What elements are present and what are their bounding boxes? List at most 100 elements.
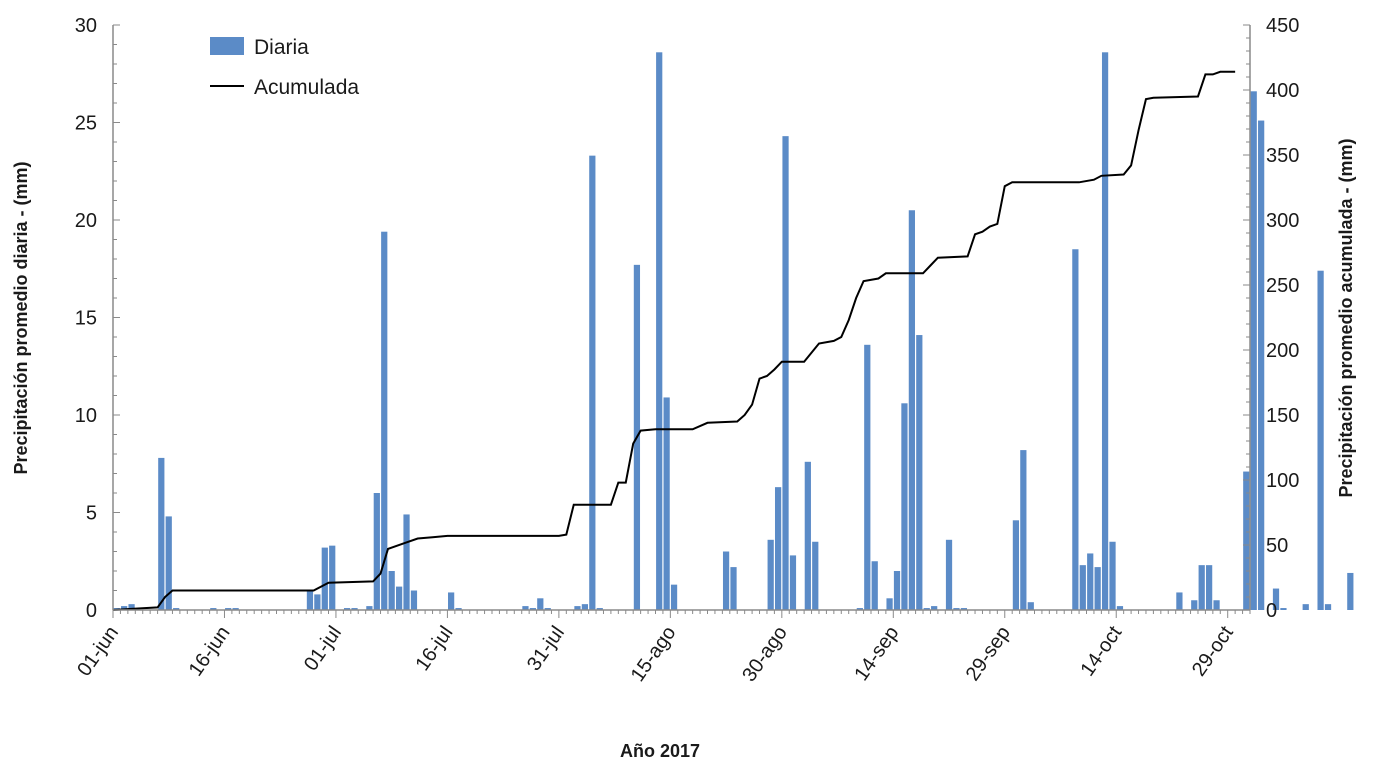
bar-diaria: [1079, 565, 1086, 610]
right-tick-label: 100: [1266, 470, 1299, 492]
bar-diaria: [366, 606, 373, 610]
right-tick-label: 0: [1266, 600, 1277, 622]
right-tick-label: 50: [1266, 535, 1288, 557]
x-tick-label: 31-jul: [523, 622, 569, 675]
bar-diaria: [767, 539, 774, 610]
right-tick-label: 250: [1266, 275, 1299, 297]
bar-diaria: [908, 210, 915, 610]
x-tick-label: 29-oct: [1188, 622, 1238, 681]
bar-diaria: [351, 608, 358, 610]
bar-diaria: [923, 608, 930, 610]
daily-bars: [113, 52, 1354, 611]
bar-diaria: [670, 584, 678, 610]
bar-diaria: [1198, 565, 1205, 610]
bar-diaria: [1072, 249, 1079, 610]
bar-diaria: [886, 598, 893, 610]
bar-diaria: [1027, 602, 1034, 610]
bar-diaria: [945, 539, 953, 610]
left-axis-title: Precipitación promedio diaria - (mm): [11, 161, 31, 474]
legend-label-diaria: Diaria: [254, 36, 309, 59]
bar-diaria: [1012, 520, 1020, 610]
left-tick-label: 10: [75, 405, 97, 427]
bar-diaria: [158, 457, 165, 610]
bar-diaria: [856, 608, 863, 610]
bar-diaria: [448, 592, 455, 610]
bar-diaria: [789, 555, 797, 610]
bar-diaria: [1272, 588, 1280, 610]
x-tick-label: 30-ago: [738, 622, 792, 686]
bar-diaria: [1191, 600, 1198, 610]
bar-diaria: [1280, 608, 1287, 610]
bar-diaria: [1258, 120, 1265, 611]
left-tick-label: 30: [75, 15, 97, 37]
x-axis-title: Año 2017: [620, 741, 700, 761]
right-tick-label: 350: [1266, 145, 1299, 167]
bar-diaria: [121, 606, 128, 610]
left-tick-label: 20: [75, 210, 97, 232]
bar-diaria: [574, 606, 581, 610]
bar-diaria: [537, 598, 544, 610]
x-tick-label: 01-jul: [300, 622, 346, 675]
bar-diaria: [232, 608, 239, 610]
right-tick-label: 400: [1266, 80, 1299, 102]
left-tick-label: 15: [75, 308, 97, 330]
left-tick-label: 0: [86, 600, 97, 622]
x-tick-label: 14-sep: [850, 622, 903, 685]
bar-diaria: [893, 571, 901, 610]
right-tick-label: 150: [1266, 405, 1299, 427]
bar-diaria: [1176, 592, 1183, 610]
bar-diaria: [782, 136, 789, 610]
bar-diaria: [306, 590, 314, 610]
right-axis-title: Precipitación promedio acumulada - (mm): [1336, 138, 1356, 497]
bar-diaria: [373, 493, 380, 610]
x-tick-label: 16-jun: [185, 622, 235, 680]
legend-label-acumulada: Acumulada: [254, 76, 359, 99]
bar-diaria: [529, 608, 536, 610]
bar-diaria: [321, 547, 328, 610]
x-tick-label: 01-jun: [73, 622, 123, 680]
bar-diaria: [1317, 270, 1324, 610]
x-tick-label: 14-oct: [1076, 622, 1126, 681]
bar-diaria: [1101, 52, 1109, 611]
bar-diaria: [916, 335, 923, 610]
legend-swatch-diaria: [210, 37, 244, 55]
bar-diaria: [581, 604, 589, 610]
bar-diaria: [656, 52, 663, 611]
bar-diaria: [901, 403, 908, 610]
right-tick-label: 200: [1266, 340, 1299, 362]
bar-diaria: [864, 344, 871, 610]
bar-diaria: [225, 608, 232, 610]
bar-diaria: [165, 516, 172, 610]
bar-diaria: [722, 551, 730, 610]
x-tick-label: 29-sep: [962, 622, 1015, 685]
bar-diaria: [128, 604, 135, 610]
bar-diaria: [403, 514, 410, 610]
x-tick-label: 15-ago: [627, 622, 681, 686]
bar-diaria: [596, 608, 603, 610]
bar-diaria: [395, 586, 403, 610]
bar-diaria: [1347, 572, 1354, 610]
bar-diaria: [210, 608, 217, 610]
bar-diaria: [1213, 600, 1220, 610]
bar-diaria: [1243, 471, 1250, 610]
bar-diaria: [931, 606, 938, 610]
bar-diaria: [1302, 604, 1309, 610]
x-tick-label: 16-jul: [411, 622, 457, 675]
bar-diaria: [1109, 541, 1116, 610]
bar-diaria: [1116, 606, 1124, 610]
bar-diaria: [522, 606, 529, 610]
bar-diaria: [1087, 553, 1094, 610]
right-tick-label: 450: [1266, 15, 1299, 37]
bar-diaria: [589, 155, 596, 610]
right-tick-label: 300: [1266, 210, 1299, 232]
bar-diaria: [314, 594, 321, 610]
bar-diaria: [953, 608, 960, 610]
axes: [112, 24, 1251, 618]
bar-diaria: [960, 608, 968, 610]
bar-diaria: [173, 608, 180, 610]
legend: Diaria Acumulada: [210, 36, 359, 99]
bar-diaria: [388, 571, 395, 610]
bar-diaria: [410, 590, 418, 610]
bar-diaria: [1094, 567, 1101, 610]
left-tick-label: 25: [75, 113, 97, 135]
